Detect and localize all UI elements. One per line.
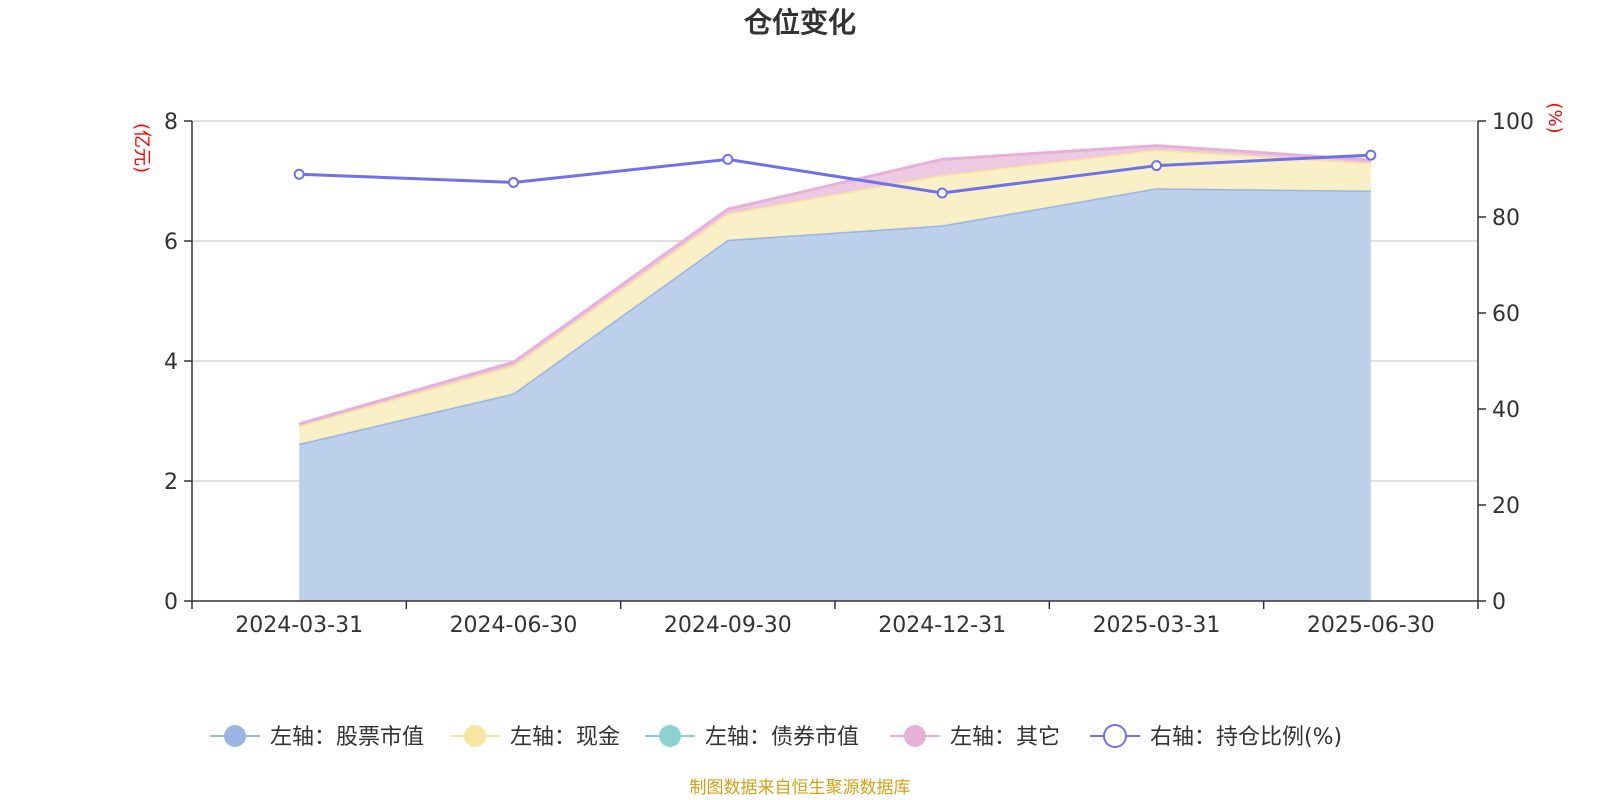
legend-marker [464,725,486,747]
source-note: 制图数据来自恒生聚源数据库 [690,778,911,798]
x-tick-label: 2024-09-30 [664,613,792,638]
area-edge-0 [298,186,1371,446]
legend-label: 右轴：持仓比例(%) [1150,725,1342,750]
legend-label: 左轴：债券市值 [705,725,859,750]
right-axis-unit: (%) [1544,102,1565,133]
legend[interactable]: 左轴：股票市值 左轴：现金 左轴：债券市值 左轴：其它 右轴：持仓比例(%) [210,724,1342,750]
right-tick-label: 60 [1492,302,1520,327]
legend-label: 左轴：现金 [510,725,620,750]
legend-marker [904,725,926,747]
ratio-point [936,187,948,199]
area-edge-3 [298,144,1371,426]
x-tick-label: 2025-06-30 [1307,613,1435,638]
area-0 [299,188,1371,601]
left-tick-label: 6 [164,230,178,255]
x-tick-label: 2024-12-31 [878,613,1006,638]
right-tick-label: 100 [1492,110,1534,135]
legend-marker [224,725,246,747]
x-tick-label: 2025-03-31 [1093,613,1221,638]
left-axis-unit: (亿元) [131,123,152,173]
ratio-point [1365,149,1377,161]
ratio-line [299,153,1371,195]
x-tick-label: 2024-03-31 [235,613,363,638]
legend-marker [1103,724,1127,748]
left-tick-label: 8 [164,110,178,135]
legend-label: 左轴：股票市值 [270,725,424,750]
legend-label: 左轴：其它 [950,725,1060,750]
chart-title: 仓位变化 [744,6,856,39]
ratio-point [293,168,305,180]
area-series [298,144,1371,601]
legend-marker [659,725,681,747]
legend-item[interactable]: 左轴：债券市值 [645,725,859,750]
left-tick-label: 0 [164,590,178,615]
ratio-line-series [293,149,1377,199]
x-tick-label: 2024-06-30 [450,613,578,638]
ratio-point [1151,160,1162,172]
right-tick-label: 0 [1492,590,1506,615]
left-tick-label: 4 [164,350,178,375]
right-tick-label: 40 [1492,398,1520,423]
legend-item[interactable]: 右轴：持仓比例(%) [1090,724,1342,750]
ratio-point [508,176,519,188]
right-tick-label: 80 [1492,206,1520,231]
area-1 [299,149,1371,444]
left-tick-label: 2 [164,470,178,495]
ratio-point [722,153,734,165]
legend-item[interactable]: 左轴：其它 [890,725,1060,750]
right-tick-label: 20 [1492,494,1520,519]
legend-item[interactable]: 左轴：股票市值 [210,725,424,750]
legend-item[interactable]: 左轴：现金 [450,725,620,750]
